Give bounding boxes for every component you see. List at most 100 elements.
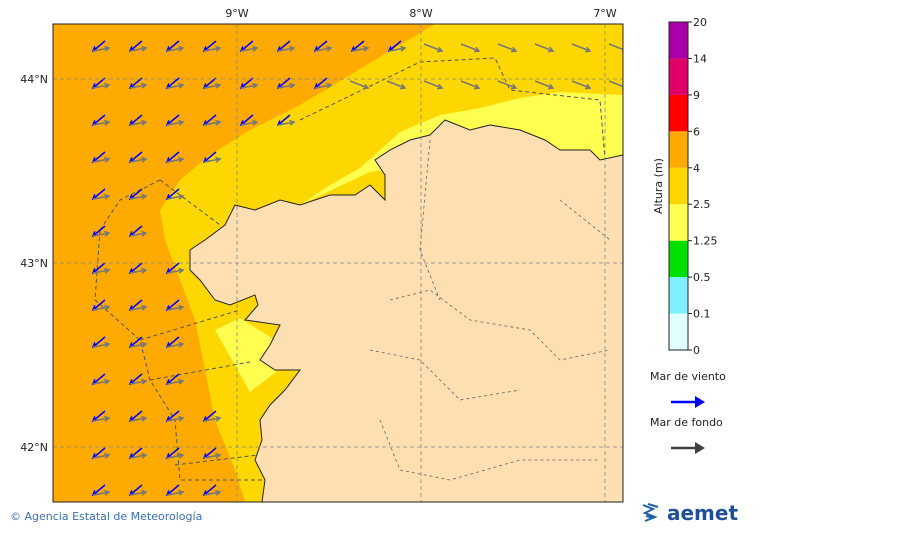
legend-arrowhead — [695, 442, 705, 454]
arrow — [129, 193, 148, 200]
arrow — [423, 43, 444, 53]
legend-label: Mar de fondo — [650, 416, 723, 429]
lon-label: 7°W — [593, 7, 616, 20]
colorbar-bin — [669, 58, 688, 95]
lat-label: 44°N — [20, 73, 48, 86]
arrow — [92, 82, 111, 89]
colorbar-bin — [669, 313, 688, 350]
colorbar-label: 0 — [693, 344, 700, 357]
arrow — [203, 489, 222, 496]
arrow — [203, 82, 222, 89]
arrow — [92, 230, 111, 237]
arrow — [240, 45, 259, 52]
lat-label: 42°N — [20, 441, 48, 454]
colorbar-bin — [669, 22, 688, 59]
colorbar-bin — [669, 240, 688, 278]
arrow — [92, 452, 111, 459]
arrow — [497, 80, 518, 90]
colorbar: 0 0.1 0.5 1.25 2.5 4 6 9 14 20 Altura (m) — [652, 16, 718, 357]
arrow — [92, 415, 111, 422]
arrow — [92, 193, 111, 200]
arrow — [351, 45, 370, 52]
colorbar-title: Altura (m) — [652, 158, 665, 214]
arrow — [571, 43, 592, 53]
colorbar-label: 0.1 — [693, 308, 711, 321]
arrow — [129, 82, 148, 89]
colorbar-bin — [669, 131, 688, 168]
arrow — [534, 80, 555, 90]
zone-boundary — [94, 57, 606, 481]
logo-text: aemet — [667, 501, 738, 525]
arrow — [534, 43, 555, 53]
arrow — [349, 80, 370, 90]
colorbar-label: 6 — [693, 125, 700, 138]
lat-label: 43°N — [20, 257, 48, 270]
colorbar-bin — [669, 277, 688, 314]
arrow — [129, 341, 148, 348]
lon-label: 9°W — [225, 7, 248, 20]
land — [189, 119, 623, 502]
arrow — [203, 415, 222, 422]
legend: Mar de viento Mar de fondo — [650, 370, 726, 454]
arrow — [240, 82, 259, 89]
arrow — [203, 119, 222, 126]
map-frame — [52, 23, 624, 503]
graticule — [53, 24, 623, 502]
arrow — [92, 304, 111, 311]
arrow — [166, 304, 185, 311]
legend-label: Mar de viento — [650, 370, 726, 383]
arrow — [129, 230, 148, 237]
arrow — [92, 119, 111, 126]
lon-label: 8°W — [409, 7, 432, 20]
colorbar-label: 2.5 — [693, 198, 711, 211]
colorbar-label: 20 — [693, 16, 707, 29]
arrow — [166, 45, 185, 52]
colorbar-label: 4 — [693, 162, 700, 175]
arrow — [423, 80, 444, 90]
arrow — [166, 489, 185, 496]
arrow — [277, 119, 296, 126]
arrow — [92, 45, 111, 52]
province-border — [369, 139, 611, 481]
legend-arrowhead — [695, 396, 705, 408]
arrow — [129, 119, 148, 126]
arrow — [388, 45, 407, 52]
arrow — [203, 156, 222, 163]
arrow — [92, 378, 111, 385]
colorbar-bin — [669, 167, 688, 205]
arrow — [166, 156, 185, 163]
arrow — [166, 193, 185, 200]
colorbar-bin — [669, 94, 688, 132]
arrow — [608, 43, 623, 53]
logo-mark — [642, 503, 659, 522]
arrow — [166, 415, 185, 422]
arrow — [277, 82, 296, 89]
colorbar-label: 0.5 — [693, 271, 711, 284]
arrow — [129, 452, 148, 459]
sea-yellow — [215, 318, 276, 392]
arrow — [129, 267, 148, 274]
arrow — [277, 45, 296, 52]
arrow — [571, 80, 592, 90]
arrow — [129, 378, 148, 385]
arrow — [203, 45, 222, 52]
arrow — [497, 43, 518, 53]
arrow — [203, 452, 222, 459]
arrow — [129, 415, 148, 422]
arrow — [92, 341, 111, 348]
arrow — [314, 82, 333, 89]
arrow — [386, 80, 407, 90]
credit: © Agencia Estatal de Meteorología — [10, 510, 202, 523]
arrow — [166, 267, 185, 274]
arrow — [460, 43, 481, 53]
arrow — [240, 119, 259, 126]
logo: aemet — [642, 501, 738, 525]
arrow — [92, 267, 111, 274]
colorbar-label: 1.25 — [693, 235, 718, 248]
colorbar-label: 9 — [693, 89, 700, 102]
arrow — [460, 80, 481, 90]
colorbar-bin — [669, 204, 688, 241]
arrow — [608, 80, 623, 90]
arrow — [129, 304, 148, 311]
